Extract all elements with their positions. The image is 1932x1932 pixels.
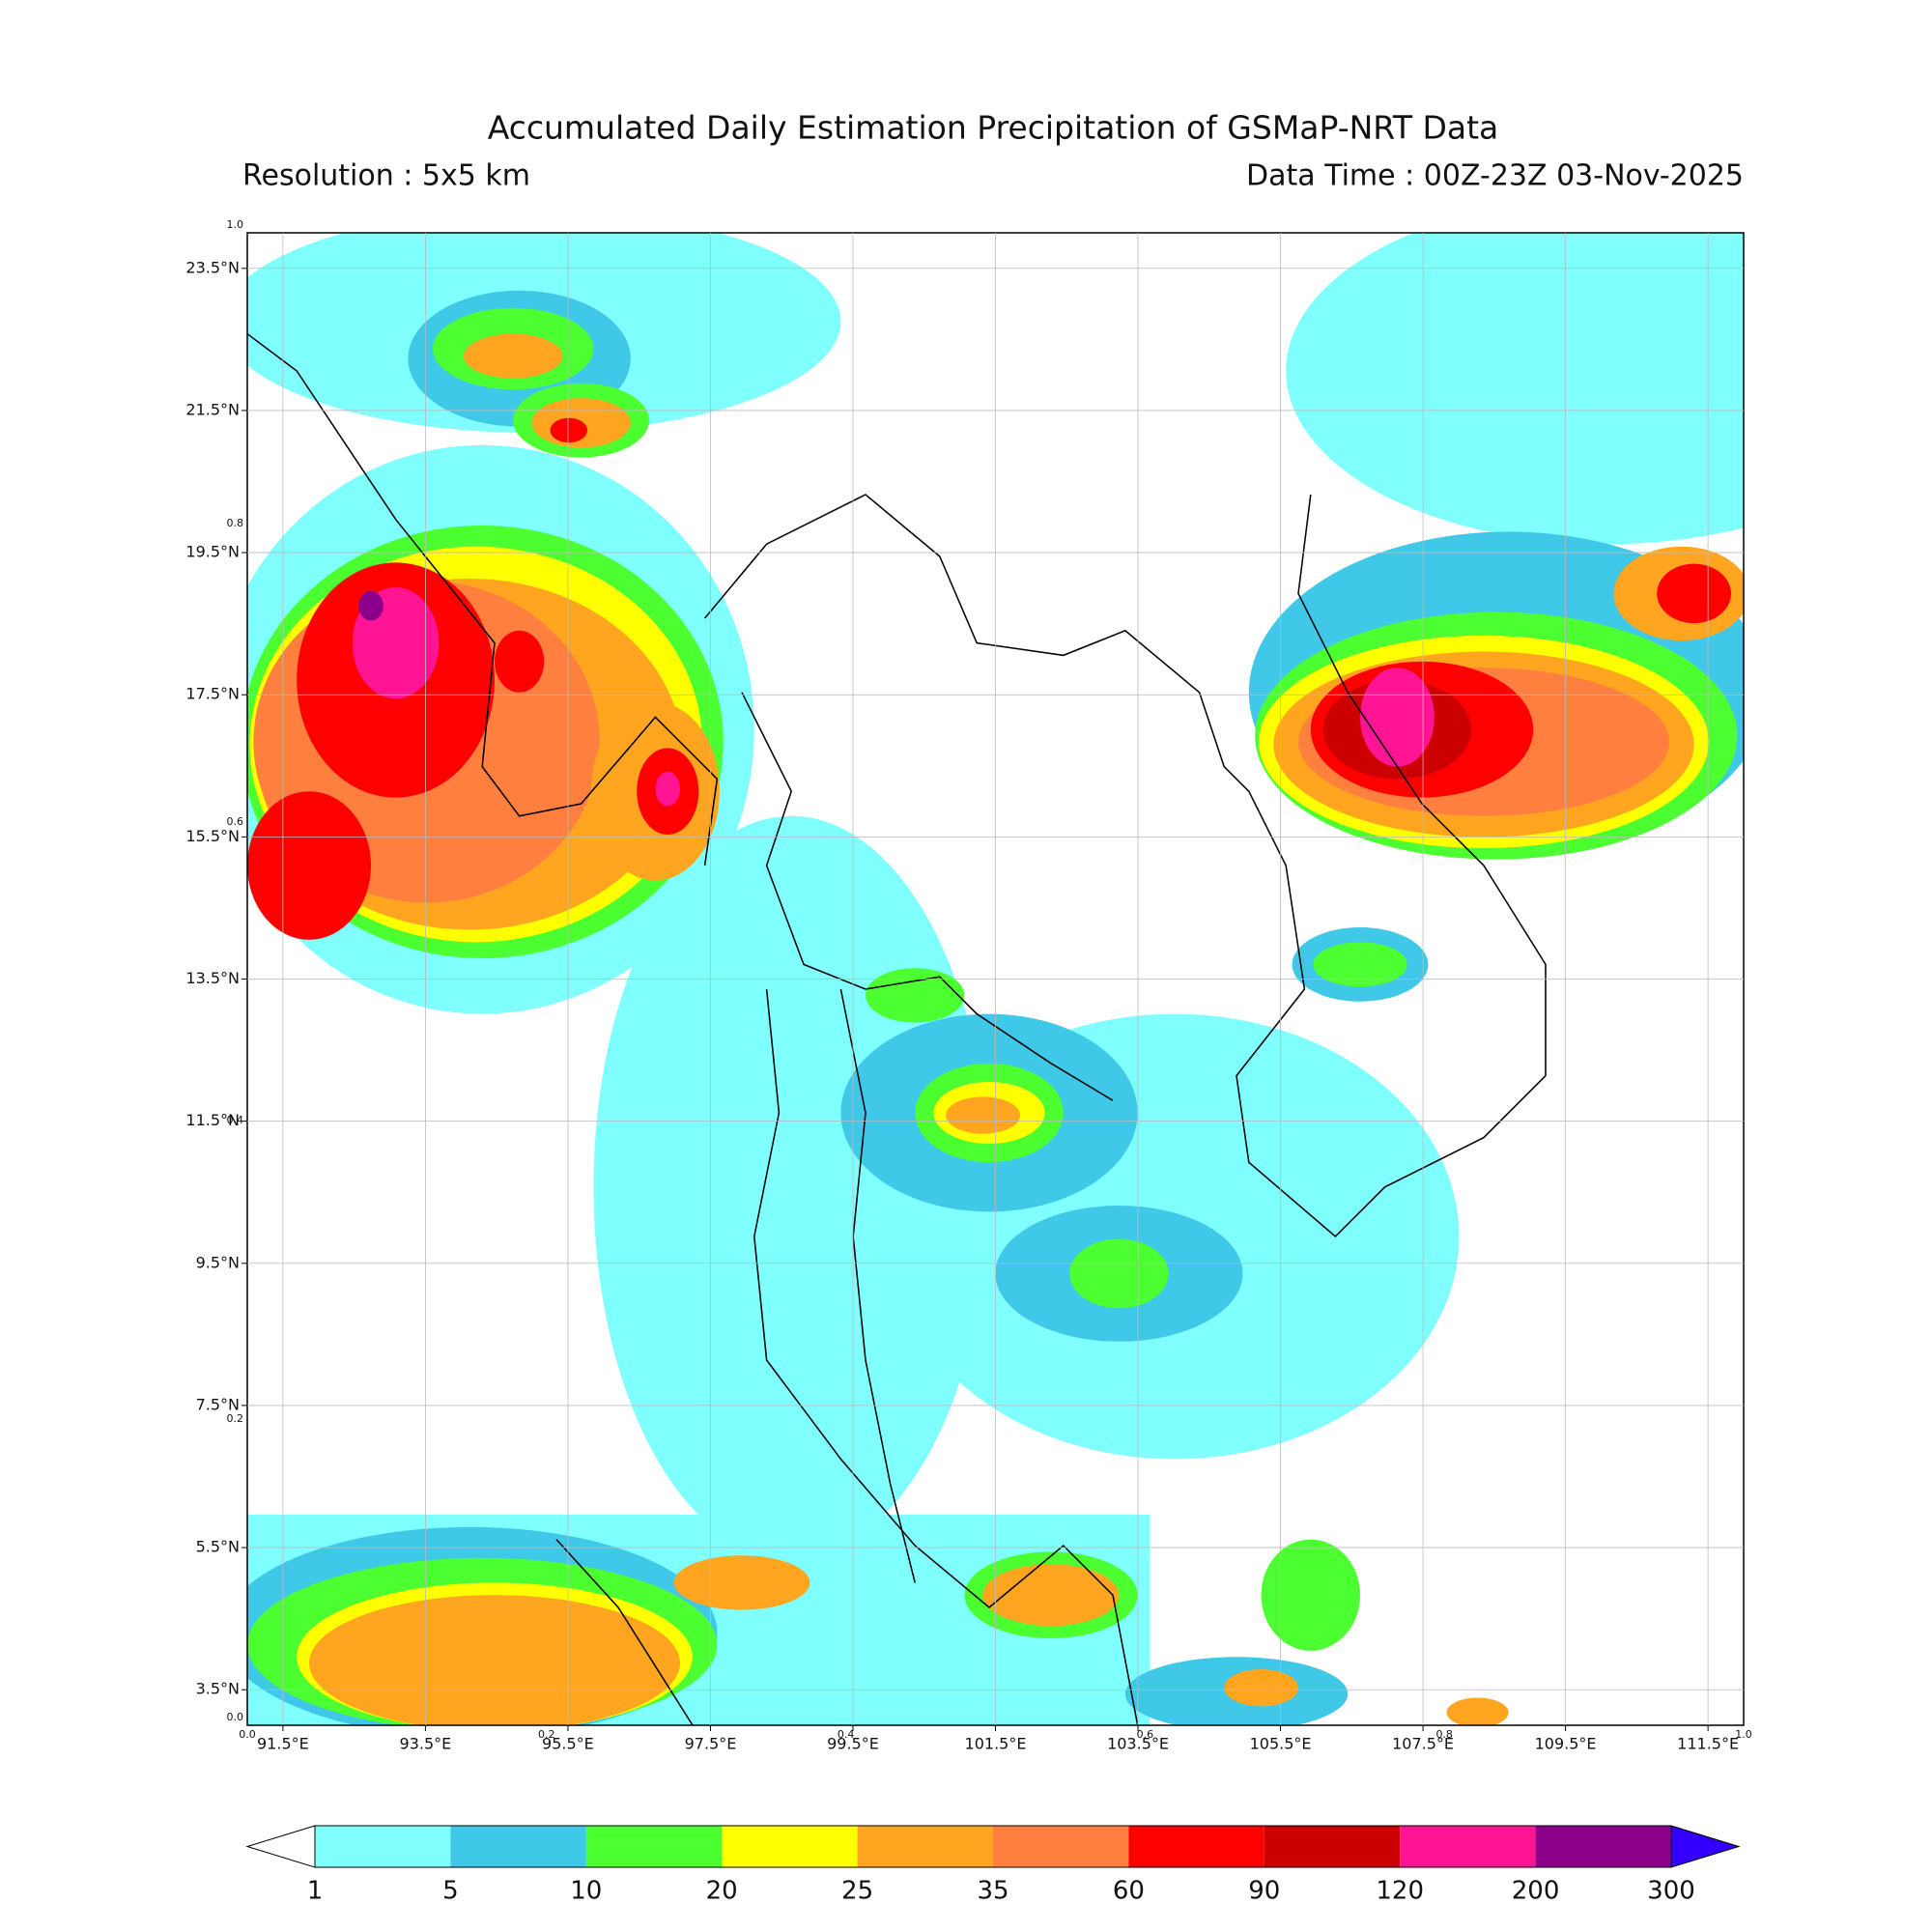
title: Accumulated Daily Estimation Precipitati… — [488, 109, 1499, 147]
frame-tick-label: 0.8 — [1435, 1728, 1453, 1741]
colorbar-label: 25 — [841, 1877, 873, 1906]
frame-tick-label: 0.6 — [1137, 1728, 1154, 1741]
colorbar-label: 90 — [1248, 1877, 1280, 1906]
y-tick-label: 23.5°N — [185, 258, 240, 276]
colorbar-label: 5 — [442, 1877, 459, 1906]
x-tick-label: 103.5°E — [1107, 1735, 1169, 1753]
frame-tick-label: 0.6 — [227, 815, 244, 828]
y-tick-label: 19.5°N — [185, 543, 240, 561]
colorbar-label: 60 — [1113, 1877, 1145, 1906]
x-tick-label: 109.5°E — [1535, 1735, 1597, 1753]
precipitation-field — [247, 233, 1744, 1725]
y-tick-label: 17.5°N — [185, 685, 240, 703]
colorbar-label: 200 — [1512, 1877, 1560, 1906]
colorbar-segment — [857, 1826, 993, 1867]
x-tick-label: 95.5°E — [542, 1735, 594, 1753]
y-tick-label: 7.5°N — [196, 1395, 240, 1413]
frame-tick-label: 0.2 — [227, 1412, 244, 1425]
x-tick-label: 101.5°E — [965, 1735, 1027, 1753]
colorbar-segment — [1400, 1826, 1536, 1867]
colorbar-segment — [993, 1826, 1129, 1867]
y-tick-label: 5.5°N — [196, 1538, 240, 1556]
x-tick-label: 93.5°E — [400, 1735, 452, 1753]
colorbar-segment — [1128, 1826, 1264, 1867]
data-time: Data Time : 00Z-23Z 03-Nov-2025 — [1246, 159, 1744, 193]
colorbar-label: 120 — [1376, 1877, 1424, 1906]
colorbar-segment — [1535, 1826, 1671, 1867]
colorbar-segment — [450, 1826, 586, 1867]
x-tick-label: 91.5°E — [257, 1735, 309, 1753]
colorbar-label: 35 — [977, 1877, 1009, 1906]
colorbar-segment — [722, 1826, 858, 1867]
colorbar-label: 20 — [706, 1877, 738, 1906]
frame-tick-label: 0.0 — [239, 1728, 256, 1741]
frame-tick-label: 0.2 — [538, 1728, 555, 1741]
frame-tick-label: 0.8 — [227, 517, 244, 529]
frame-tick-label: 1.0 — [227, 218, 244, 231]
colorbar-segment — [315, 1826, 451, 1867]
colorbar-segment — [1264, 1826, 1401, 1867]
x-tick-label: 107.5°E — [1392, 1735, 1454, 1753]
colorbar-over — [1670, 1825, 1741, 1868]
resolution: Resolution : 5x5 km — [242, 159, 530, 193]
x-tick-label: 105.5°E — [1250, 1735, 1312, 1753]
frame-tick-label: 0.0 — [227, 1711, 244, 1723]
y-tick-label: 13.5°N — [185, 969, 240, 987]
colorbar-label: 10 — [570, 1877, 602, 1906]
frame-tick-label: 0.4 — [227, 1114, 244, 1126]
y-tick-label: 3.5°N — [196, 1680, 240, 1698]
frame-tick-label: 0.4 — [838, 1728, 855, 1741]
x-tick-label: 111.5°E — [1677, 1735, 1739, 1753]
x-tick-label: 97.5°E — [685, 1735, 737, 1753]
y-tick-label: 11.5°N — [185, 1111, 240, 1129]
colorbar-frame — [314, 1825, 1672, 1868]
frame-tick-label: 1.0 — [1735, 1728, 1752, 1741]
colorbar-label: 1 — [307, 1877, 324, 1906]
colorbar-segment — [585, 1826, 723, 1867]
y-tick-label: 15.5°N — [185, 827, 240, 845]
y-tick-label: 21.5°N — [185, 400, 240, 418]
colorbar-under — [245, 1825, 316, 1868]
colorbar-label: 300 — [1647, 1877, 1695, 1906]
y-tick-label: 9.5°N — [196, 1253, 240, 1271]
x-tick-label: 99.5°E — [827, 1735, 879, 1753]
